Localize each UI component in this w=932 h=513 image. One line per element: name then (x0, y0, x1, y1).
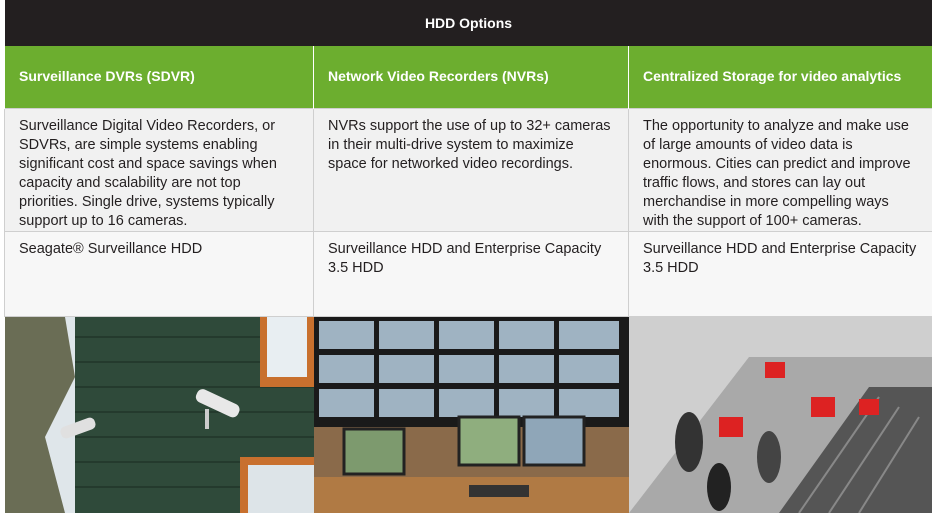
column-header: Network Video Recorders (NVRs) (314, 46, 629, 108)
product-cell: Seagate® Surveillance HDD (5, 231, 314, 316)
column-header: Centralized Storage for video analytics (629, 46, 932, 108)
column-header: Surveillance DVRs (SDVR) (5, 46, 314, 108)
table-title: HDD Options (5, 0, 932, 46)
camera-photo (5, 317, 314, 513)
control-room-photo (314, 317, 629, 513)
description-cell: The opportunity to analyze and make use … (629, 108, 932, 231)
photo-cell (314, 316, 629, 513)
cctv-photo (629, 317, 932, 513)
photo-cell (629, 316, 932, 513)
product-cell: Surveillance HDD and Enterprise Capacity… (314, 231, 629, 316)
description-cell: Surveillance Digital Video Recorders, or… (5, 108, 314, 231)
product-cell: Surveillance HDD and Enterprise Capacity… (629, 231, 932, 316)
description-cell: NVRs support the use of up to 32+ camera… (314, 108, 629, 231)
hdd-table: HDD Options Surveillance DVRs (SDVR) Net… (4, 0, 932, 513)
photo-cell (5, 316, 314, 513)
